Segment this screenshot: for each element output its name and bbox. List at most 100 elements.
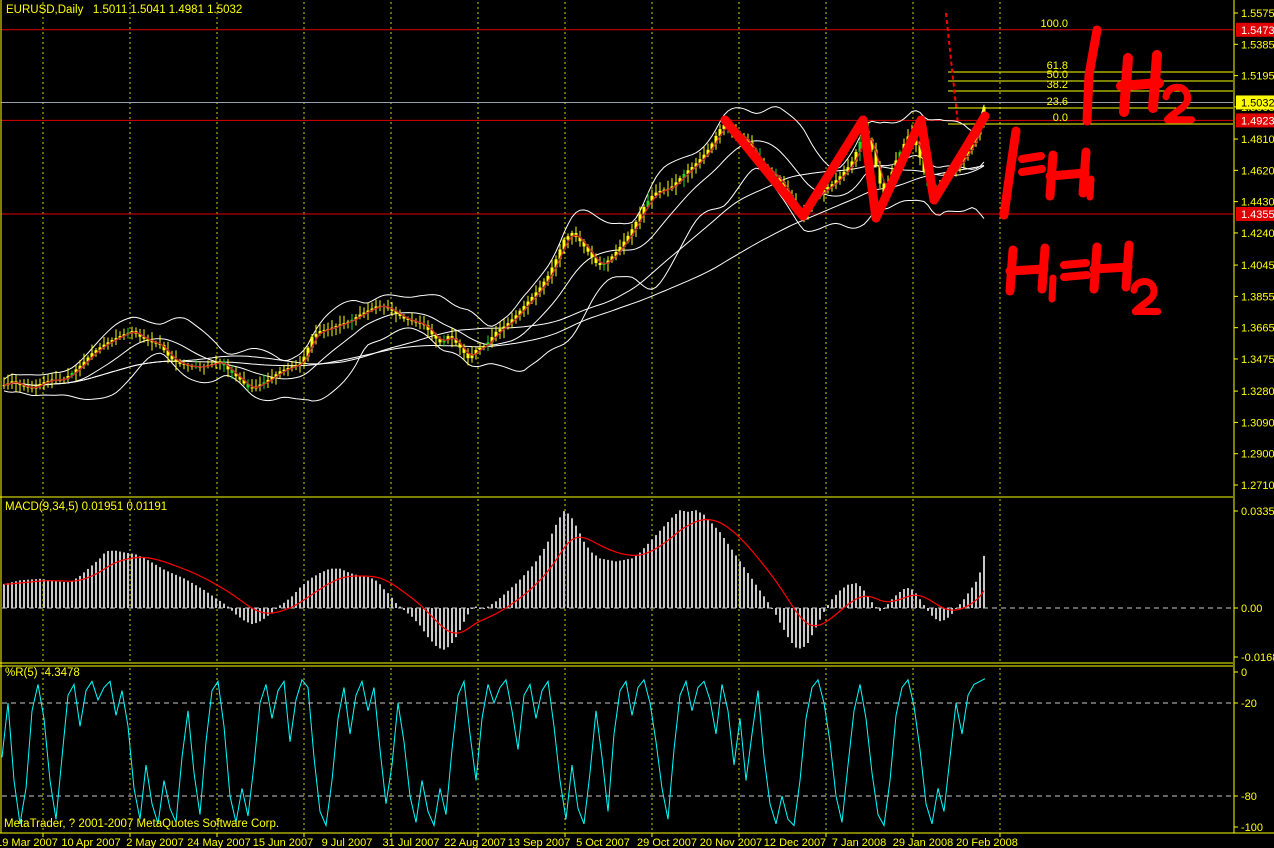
macd-bar bbox=[639, 552, 641, 608]
macd-bar bbox=[899, 591, 901, 608]
candle-body bbox=[242, 379, 246, 384]
macd-bar bbox=[211, 595, 213, 608]
candle-body bbox=[286, 368, 290, 370]
macd-bar bbox=[743, 567, 745, 608]
macd-bar bbox=[71, 581, 73, 608]
macd-bar bbox=[647, 543, 649, 608]
macd-bar bbox=[79, 575, 81, 608]
macd-bar bbox=[843, 587, 845, 608]
candle-body bbox=[234, 372, 238, 377]
macd-bar bbox=[231, 608, 233, 611]
macd-bar bbox=[559, 517, 561, 608]
date-label: 12 Dec 2007 bbox=[764, 837, 826, 848]
macd-bar bbox=[763, 596, 765, 608]
macd-bar bbox=[375, 580, 377, 608]
macd-bar bbox=[499, 597, 501, 608]
macd-bar bbox=[87, 568, 89, 608]
candle-body bbox=[146, 338, 150, 341]
macd-bar bbox=[663, 526, 665, 608]
macd-bar bbox=[667, 521, 669, 608]
candle-body bbox=[306, 347, 310, 357]
candle-body bbox=[282, 369, 286, 372]
macd-bar bbox=[655, 535, 657, 608]
candle-body bbox=[838, 176, 842, 181]
macd-bar bbox=[459, 608, 461, 631]
hand-drawn-annotations bbox=[720, 25, 1196, 315]
h1-crossbar bbox=[1045, 168, 1090, 181]
candle-body bbox=[642, 206, 646, 215]
macd-bar bbox=[183, 578, 185, 608]
macd-bar bbox=[575, 525, 577, 608]
price-tick-label: 1.3280 bbox=[1241, 386, 1274, 398]
macd-bar bbox=[795, 608, 797, 648]
macd-bar bbox=[631, 558, 633, 608]
macd-bar bbox=[335, 568, 337, 608]
macd-bar bbox=[547, 541, 549, 608]
macd-bar bbox=[607, 559, 609, 608]
macd-bar bbox=[863, 590, 865, 608]
macd-bar bbox=[715, 527, 717, 608]
macd-bar bbox=[807, 608, 809, 644]
macd-bar bbox=[691, 511, 693, 608]
fib-label: 50.0 bbox=[1047, 69, 1068, 81]
macd-bar bbox=[51, 580, 53, 608]
candle-body bbox=[258, 384, 262, 387]
macd-bar bbox=[895, 595, 897, 608]
macd-bar bbox=[799, 608, 801, 649]
candle-body bbox=[142, 336, 146, 339]
macd-bar bbox=[107, 550, 109, 608]
macd-bar bbox=[171, 573, 173, 608]
candle-body bbox=[274, 374, 278, 378]
candle-body bbox=[98, 347, 102, 351]
macd-histogram[interactable] bbox=[3, 510, 985, 650]
macd-bar bbox=[167, 571, 169, 608]
macd-bar bbox=[539, 555, 541, 608]
price-tick-label: 1.3090 bbox=[1241, 417, 1274, 429]
macd-bar bbox=[955, 608, 957, 609]
candle-body bbox=[458, 342, 462, 348]
candle-body bbox=[438, 338, 442, 343]
macd-bar bbox=[603, 559, 605, 608]
candle-body bbox=[358, 314, 362, 318]
candle-body bbox=[606, 260, 610, 264]
macd-bar bbox=[119, 551, 121, 608]
wpr-line[interactable] bbox=[1, 678, 986, 828]
macd-bar bbox=[735, 555, 737, 608]
candle-body bbox=[534, 292, 538, 297]
macd-bar bbox=[179, 576, 181, 608]
candle-body bbox=[582, 241, 586, 247]
macd-bar bbox=[131, 553, 133, 608]
macd-bar bbox=[163, 569, 165, 608]
candle-body bbox=[662, 189, 666, 191]
date-axis[interactable]: 19 Mar 2007 10 Apr 2007 2 May 2007 24 May 2… bbox=[0, 833, 1018, 848]
candle-body bbox=[750, 142, 754, 150]
candle-body bbox=[354, 317, 358, 320]
candle-body bbox=[570, 232, 574, 237]
macd-bar bbox=[239, 608, 241, 618]
macd-bar bbox=[871, 602, 873, 608]
candle-body bbox=[462, 347, 466, 353]
wpr-indicator-label: %R(5) -4.3478 bbox=[5, 667, 80, 679]
candle-body bbox=[630, 229, 634, 236]
price-axis[interactable]: 1.55751.53851.51951.50051.48101.46201.44… bbox=[1234, 8, 1274, 834]
candle-body bbox=[522, 306, 526, 311]
date-label: 9 Jul 2007 bbox=[322, 837, 373, 848]
macd-bar bbox=[635, 555, 637, 608]
macd-bar bbox=[595, 555, 597, 608]
price-badge-red bbox=[1236, 113, 1274, 128]
candle-body bbox=[394, 310, 398, 314]
macd-bar bbox=[39, 578, 41, 608]
macd-bar bbox=[471, 608, 473, 609]
candle-body bbox=[74, 369, 78, 373]
macd-bar bbox=[959, 604, 961, 608]
candle-body bbox=[46, 380, 50, 383]
candle-body bbox=[970, 143, 974, 151]
candle-body bbox=[778, 176, 782, 182]
macd-bar bbox=[683, 511, 685, 608]
macd-bar bbox=[159, 567, 161, 608]
candle-body bbox=[826, 187, 830, 190]
date-label: 20 Feb 2008 bbox=[956, 837, 1018, 848]
price-tick-label: 1.2900 bbox=[1241, 449, 1274, 461]
